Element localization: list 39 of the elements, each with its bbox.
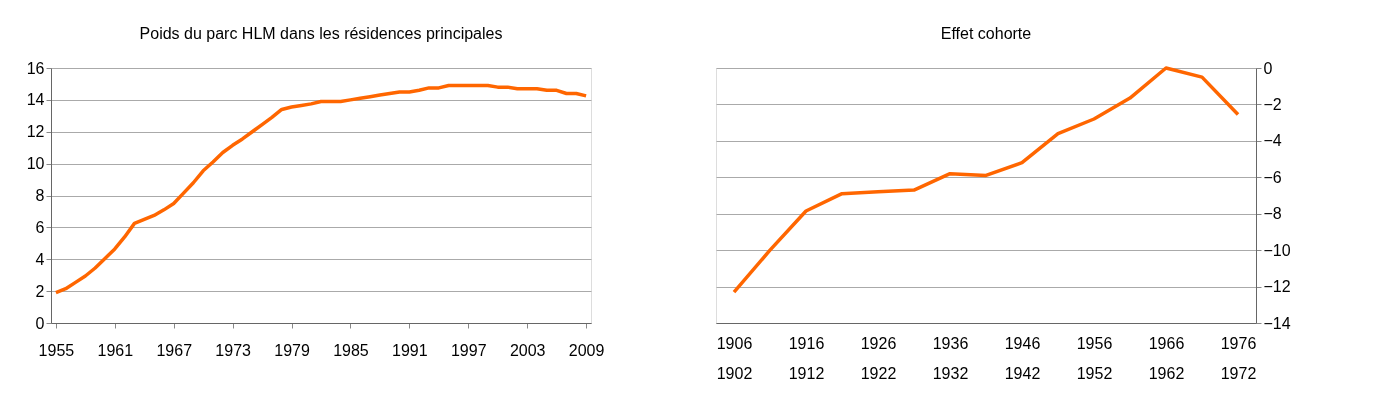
x-tick-label: 2003 [509,341,546,359]
x-tick-label: 1936 1932 [932,334,969,382]
chart-title: Effet cohorte [940,25,1032,42]
y-tick-label: −8 [1263,205,1282,223]
y-tick-label: 10 [26,155,45,173]
x-tick-label: 1961 [97,341,134,359]
x-tick-label: 1926 1922 [860,334,897,382]
line-series [54,83,588,295]
x-tick-label: 2009 [568,341,605,359]
x-tick-label: 1979 [274,341,310,359]
x-tick-label: 1906 1902 [716,334,753,382]
y-tick-label: −2 [1263,95,1282,113]
y-tick-label: −14 [1263,314,1291,332]
y-tick-label: 8 [35,187,45,204]
y-tick-label: −4 [1263,132,1282,150]
x-tick-label: 1967 [156,341,193,359]
chart-title: Poids du parc HLM dans les résidences principales [139,25,503,42]
y-tick-label: 4 [35,250,45,268]
x-tick-label: 1997 [450,341,487,359]
x-tick-label: 1991 [392,341,428,359]
x-tick-label: 1956 1952 [1076,334,1113,382]
line-series [732,66,1240,294]
y-tick-label: 6 [35,218,45,236]
y-tick-label: 14 [26,91,45,109]
y-tick-label: 12 [26,123,45,141]
y-tick-label: 0 [35,314,45,332]
y-tick-label: −6 [1263,168,1282,186]
x-tick-label: 1955 [38,341,75,359]
y-tick-label: 16 [26,59,45,77]
y-tick-label: 2 [35,282,45,300]
x-tick-label: 1973 [215,341,252,359]
y-tick-label: −10 [1263,241,1291,259]
y-tick-label: 0 [1263,59,1273,77]
x-tick-label: 1966 1962 [1148,334,1185,382]
y-tick-label: −12 [1263,278,1291,296]
x-tick-label: 1916 1912 [788,334,825,382]
x-tick-label: 1976 1972 [1220,334,1257,382]
x-tick-label: 1985 [333,341,369,359]
x-tick-label: 1946 1942 [1004,334,1041,382]
